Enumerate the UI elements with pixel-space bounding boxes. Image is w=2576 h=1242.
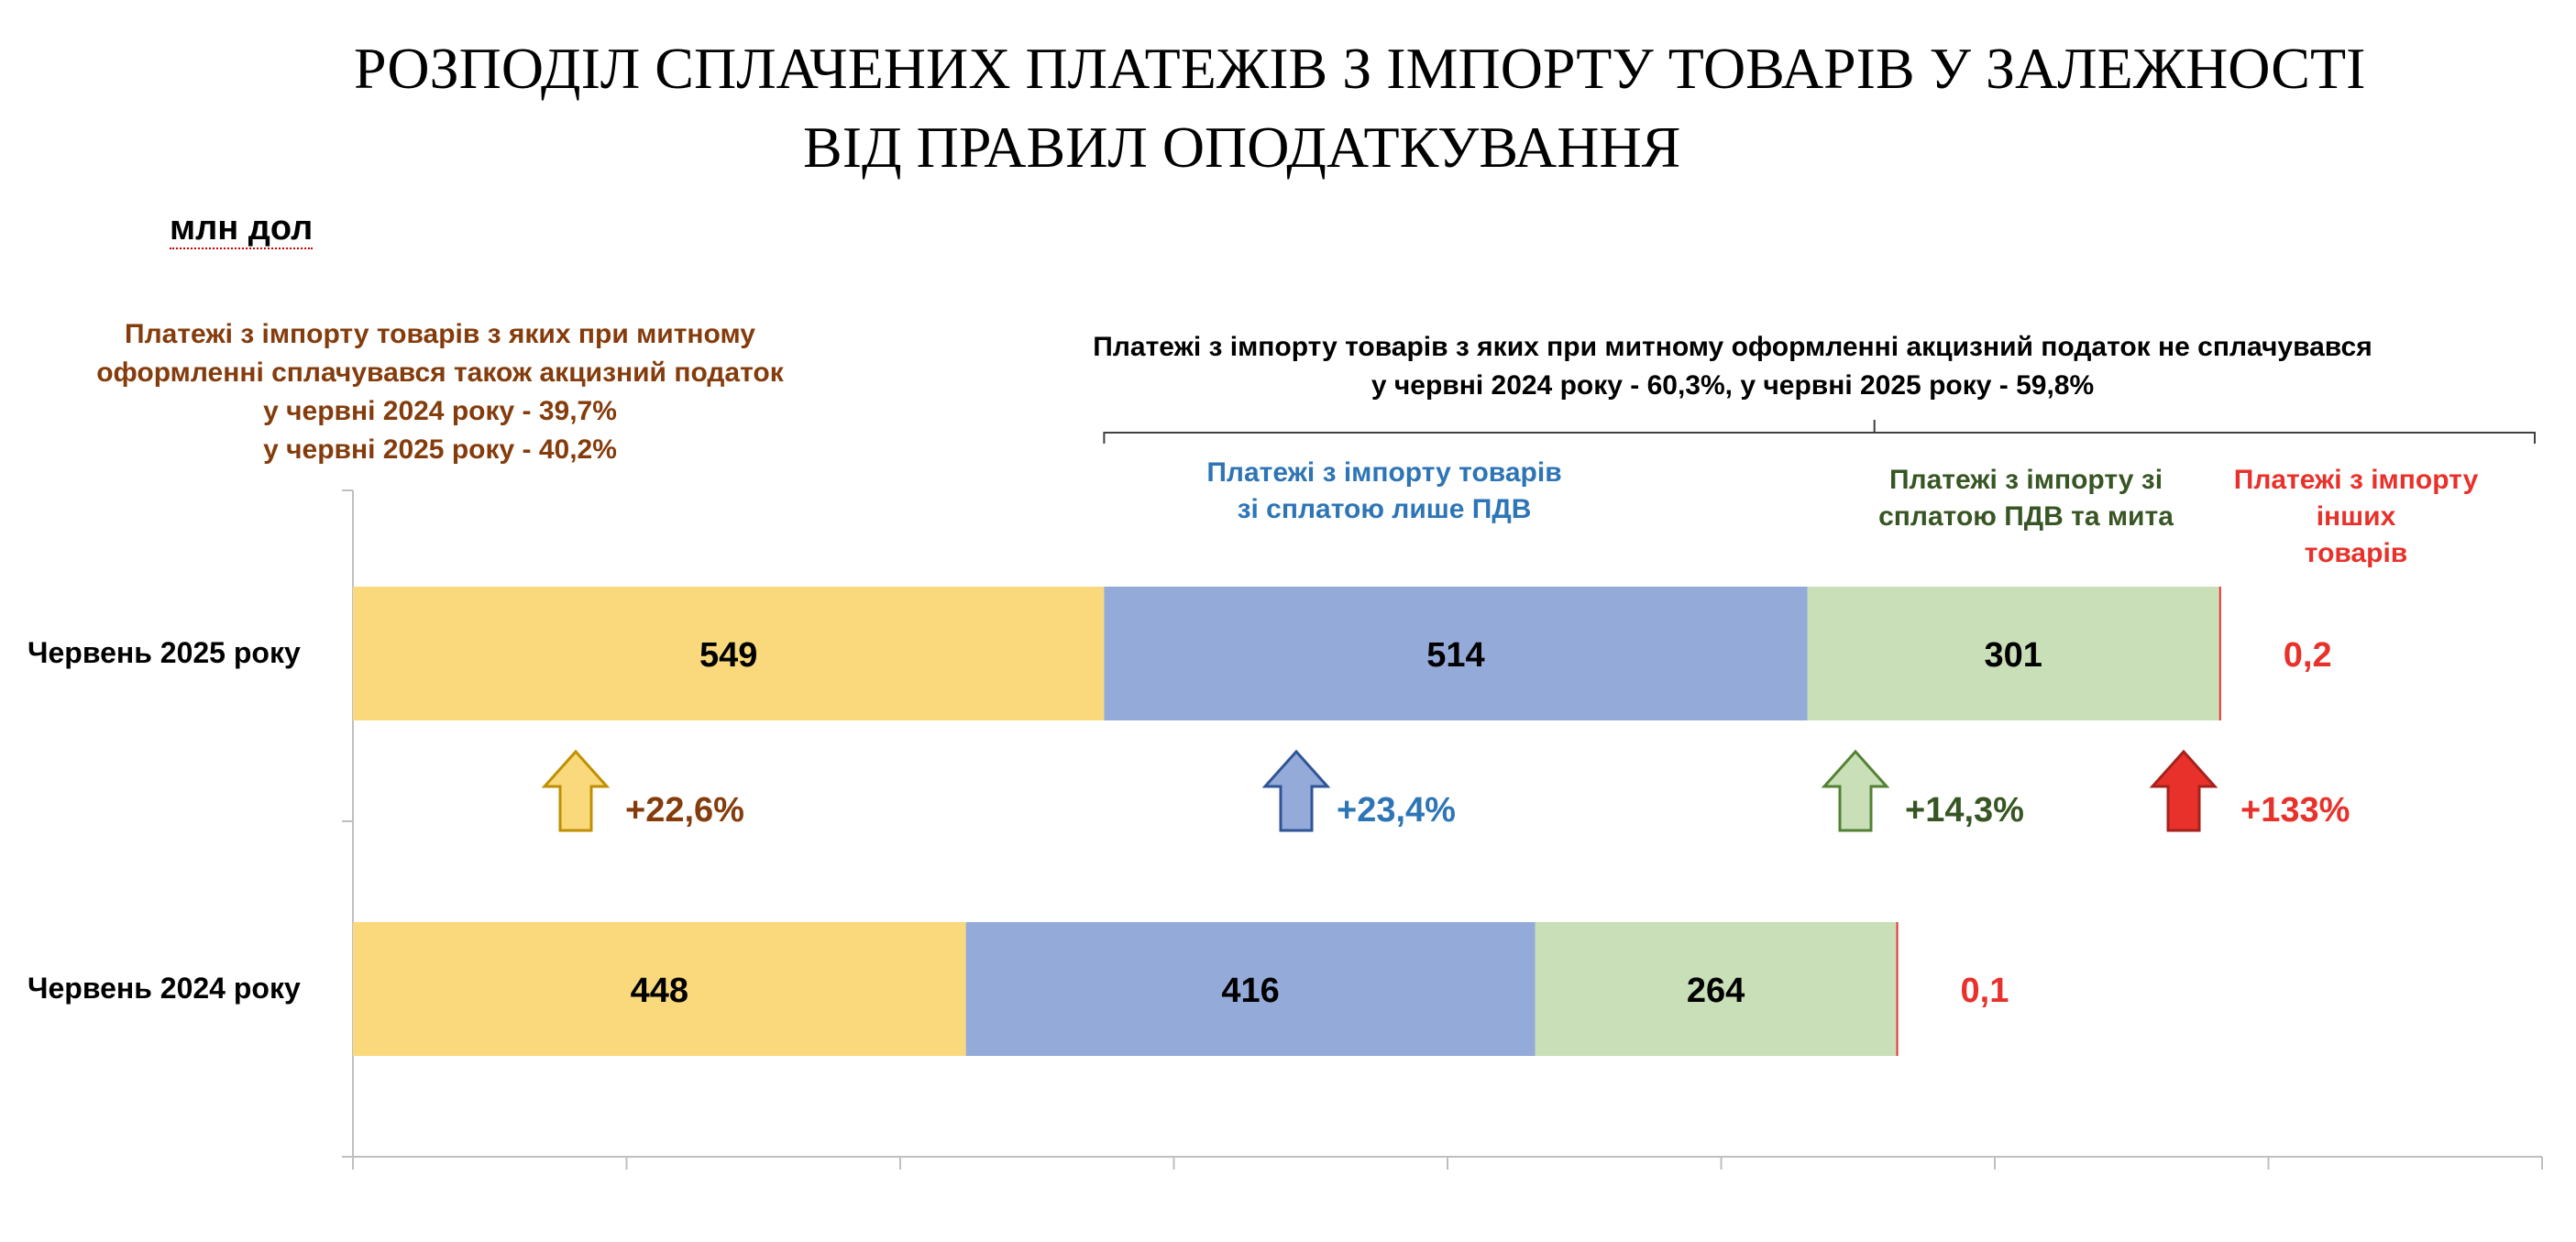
change-arrow-vat_only-icon	[1261, 749, 1331, 832]
non-excise-annotation-line-1: Платежі з імпорту товарів з яких при мит…	[1093, 332, 2372, 362]
change-arrow-excise-icon	[541, 749, 611, 832]
other-annotation-line-2: інших	[2316, 501, 2396, 532]
change-arrow-other-icon	[2149, 749, 2218, 832]
title-line-1: РОЗПОДІЛ СПЛАЧЕНИХ ПЛАТЕЖІВ З ІМПОРТУ ТО…	[354, 36, 2366, 101]
bar-vat_only-2024	[965, 922, 1536, 1056]
other-annotation-line-3: товарів	[2304, 538, 2408, 568]
category-label-2025: Червень 2025 року	[28, 636, 301, 669]
category-label-2024: Червень 2024 року	[28, 972, 301, 1005]
non-excise-brace	[1103, 420, 2536, 444]
vat-duty-annotation-line-2: сплатою ПДВ та мита	[1878, 501, 2174, 532]
data-label-excise-2025: 549	[699, 636, 757, 675]
change-label-vat_only: +23,4%	[1337, 791, 1456, 830]
data-label-vat_duty-2024: 264	[1687, 972, 1745, 1010]
change-label-vat_duty: +14,3%	[1905, 791, 2024, 830]
excise-annotation-line-4: у червні 2025 року - 40,2%	[263, 434, 617, 465]
data-label-excise-2024: 448	[631, 972, 688, 1010]
data-label-vat_duty-2025: 301	[1984, 636, 2042, 675]
vat-duty-annotation-line-1: Платежі з імпорту зі	[1888, 465, 2163, 495]
vat-duty-annotation: Платежі з імпорту зі сплатою ПДВ та мита	[1833, 462, 2218, 535]
bar-vat_only-2025	[1104, 587, 1808, 720]
vat-only-annotation-line-2: зі сплатою лише ПДВ	[1237, 494, 1532, 524]
vat-only-annotation: Платежі з імпорту товарів зі сплатою лиш…	[1146, 455, 1623, 528]
vat-only-annotation-line-1: Платежі з імпорту товарів	[1206, 457, 1562, 488]
title-line-2: ВІД ПРАВИЛ ОПОДАТКУВАННЯ	[803, 115, 1681, 180]
change-label-excise: +22,6%	[625, 791, 744, 830]
excise-annotation: Платежі з імпорту товарів з яких при мит…	[55, 315, 825, 469]
bar-other-2024	[1896, 922, 1899, 1056]
bar-excise-2025	[353, 587, 1105, 720]
bar-vat_duty-2025	[1807, 587, 2219, 720]
bar-other-2025	[2218, 587, 2221, 720]
data-label-other-2025: 0,2	[2284, 636, 2332, 675]
excise-annotation-line-1: Платежі з імпорту товарів з яких при мит…	[125, 319, 755, 349]
data-label-vat_only-2024: 416	[1221, 972, 1279, 1010]
bar-vat_duty-2024	[1535, 922, 1897, 1056]
non-excise-annotation-line-2: у червні 2024 року - 60,3%, у червні 202…	[1371, 370, 2095, 401]
non-excise-annotation: Платежі з імпорту товарів з яких при мит…	[1008, 328, 2457, 405]
change-label-other: +133%	[2240, 791, 2350, 830]
bar-excise-2024	[353, 922, 966, 1056]
data-label-other-2024: 0,1	[1961, 972, 2009, 1010]
other-annotation: Платежі з імпорту інших товарів	[2200, 462, 2512, 572]
change-arrow-vat_duty-icon	[1821, 749, 1890, 832]
unit-label: млн дол	[170, 209, 314, 249]
excise-annotation-line-3: у червні 2024 року - 39,7%	[263, 396, 617, 426]
data-label-vat_only-2025: 514	[1426, 636, 1484, 675]
other-annotation-line-1: Платежі з імпорту	[2233, 465, 2479, 495]
excise-annotation-line-2: оформленні сплачувався також акцизний по…	[96, 357, 784, 388]
